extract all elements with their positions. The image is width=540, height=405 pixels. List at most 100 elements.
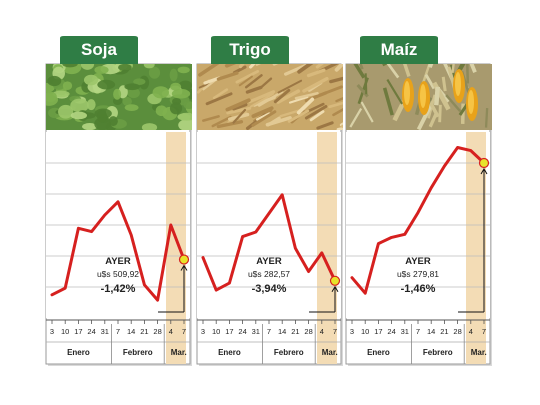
x-tick-label: 21: [440, 327, 448, 336]
data-point: [103, 213, 106, 217]
data-point: [281, 193, 284, 196]
x-tick-label: 14: [427, 327, 435, 336]
x-tick-label: 4: [320, 327, 324, 336]
pointer-arrow: [331, 285, 339, 312]
annotation-label: AYER: [405, 256, 431, 267]
chart-svg: Trigo AYER u$s 282,57 -3,94% 3 10 17 24 31 7 14 21 2…: [196, 36, 343, 366]
data-point: [294, 247, 297, 250]
data-point: [350, 276, 354, 279]
x-tick-label: 4: [169, 327, 173, 336]
x-tick-label: 28: [153, 327, 161, 336]
data-point: [90, 230, 93, 233]
data-point: [156, 298, 159, 302]
month-label: Mar.: [322, 348, 338, 357]
x-tick-label: 28: [304, 327, 312, 336]
data-point: [307, 270, 310, 273]
last-value-marker: [329, 275, 341, 286]
highlight-band: [166, 132, 186, 364]
month-label: Mar.: [171, 348, 187, 357]
data-point: [403, 233, 406, 236]
data-point: [443, 164, 446, 168]
annotation-price: u$s 509,92: [97, 269, 139, 279]
data-point: [364, 292, 367, 295]
data-point: [377, 242, 380, 245]
photo-corn-field: [346, 64, 492, 130]
x-tick-label: 17: [225, 327, 233, 336]
x-tick-label: 31: [101, 327, 109, 336]
data-point: [215, 288, 218, 292]
month-label: Mar.: [471, 348, 487, 357]
data-point: [390, 236, 393, 239]
data-point: [228, 281, 231, 285]
photo-soybean-field: [46, 64, 192, 130]
data-point: [430, 186, 433, 189]
month-label: Febrero: [274, 348, 304, 357]
x-tick-label: 24: [238, 327, 246, 336]
chart-panel-trigo: Trigo AYER u$s 282,57 -3,94% 3 10 17 24 31 7 14 21 2…: [196, 0, 343, 405]
data-point: [201, 256, 205, 259]
x-tick-label: 14: [127, 327, 135, 336]
month-label: Febrero: [423, 348, 453, 357]
chart-svg: Soja AYER u$s 509,92 -1,42% 3 10 17 24 31 7 14 21 28…: [45, 36, 192, 366]
data-point: [169, 223, 172, 227]
chart-panel-maiz: Maíz AYER u$s 279,81 -1,46% 3 10 17 24 31 7 14 21 28…: [345, 0, 492, 405]
x-tick-label: 3: [50, 327, 54, 336]
pointer-arrow: [180, 264, 188, 312]
x-tick-label: 7: [333, 327, 337, 336]
chart-title: Trigo: [229, 40, 271, 59]
month-label: Enero: [218, 348, 241, 357]
title-tab: [60, 36, 138, 64]
data-point: [143, 283, 146, 286]
annotation-price: u$s 279,81: [397, 269, 439, 279]
x-tick-label: 14: [278, 327, 286, 336]
x-tick-label: 17: [374, 327, 382, 336]
x-tick-label: 10: [61, 327, 69, 336]
x-tick-label: 3: [350, 327, 354, 336]
x-tick-label: 17: [74, 327, 82, 336]
x-tick-label: 3: [201, 327, 205, 336]
last-value-marker: [178, 254, 190, 265]
title-tab: [360, 36, 438, 64]
x-tick-label: 28: [453, 327, 461, 336]
x-tick-label: 7: [182, 327, 186, 336]
data-point: [267, 212, 271, 215]
photo-wheat-field: [197, 64, 343, 130]
highlight-band: [317, 132, 337, 364]
last-value-marker: [478, 157, 490, 169]
chart-title: Soja: [81, 40, 117, 59]
annotation-price: u$s 282,57: [248, 269, 290, 279]
month-label: Enero: [367, 348, 390, 357]
annotation-change: -3,94%: [252, 283, 287, 295]
chart-title: Maíz: [381, 40, 418, 59]
data-point: [77, 227, 80, 230]
x-tick-label: 7: [482, 327, 486, 336]
highlight-band: [466, 132, 486, 364]
x-tick-label: 7: [116, 327, 120, 336]
annotation-label: AYER: [256, 256, 282, 267]
data-point: [456, 146, 459, 149]
month-label: Febrero: [123, 348, 153, 357]
data-point: [416, 211, 420, 214]
x-tick-label: 31: [252, 327, 260, 336]
pointer-arrow: [480, 168, 488, 312]
x-tick-label: 21: [291, 327, 299, 336]
title-tab: [211, 36, 289, 64]
chart-panel-soja: Soja AYER u$s 509,92 -1,42% 3 10 17 24 31 7 14 21 28…: [45, 0, 192, 405]
data-point: [116, 200, 120, 203]
data-point: [130, 233, 133, 237]
x-tick-label: 10: [212, 327, 220, 336]
annotation-label: AYER: [105, 256, 131, 267]
x-tick-label: 7: [267, 327, 271, 336]
data-point: [469, 149, 472, 152]
annotation-change: -1,46%: [401, 283, 436, 295]
x-tick-label: 21: [140, 327, 148, 336]
x-tick-label: 24: [387, 327, 395, 336]
data-point: [320, 251, 323, 255]
x-tick-label: 4: [469, 327, 473, 336]
annotation-change: -1,42%: [101, 283, 136, 295]
data-point: [254, 230, 257, 234]
month-label: Enero: [67, 348, 90, 357]
x-tick-label: 7: [416, 327, 420, 336]
x-tick-label: 24: [87, 327, 95, 336]
x-tick-label: 10: [361, 327, 369, 336]
